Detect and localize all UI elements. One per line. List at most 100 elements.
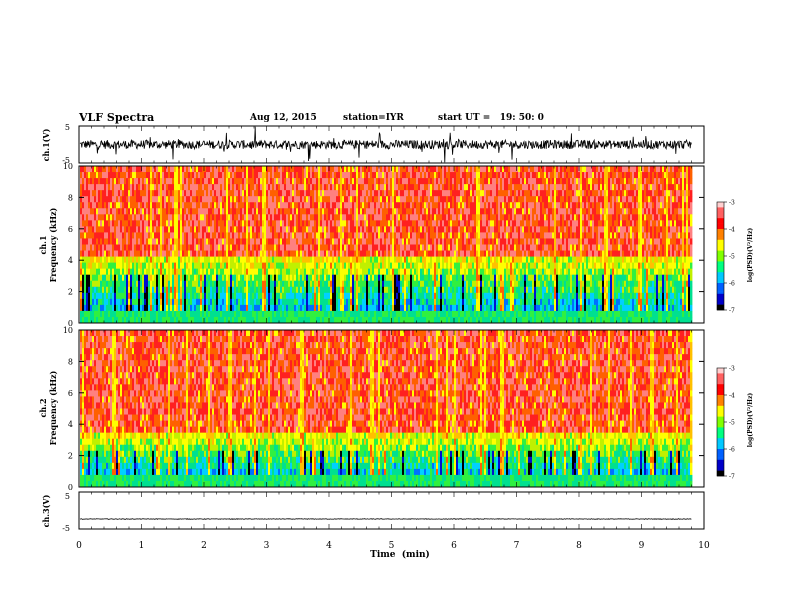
spectrogram-cell bbox=[134, 208, 137, 215]
spectrogram-cell bbox=[162, 190, 165, 197]
spectrogram-cell bbox=[118, 244, 121, 251]
spectrogram-cell bbox=[120, 316, 123, 324]
spectrogram-cell bbox=[112, 208, 115, 215]
spectrogram-cell bbox=[148, 238, 151, 245]
spectrogram-cell bbox=[124, 280, 127, 288]
spectrogram-cell bbox=[130, 286, 133, 294]
spectrogram-cell bbox=[118, 310, 121, 318]
spectrogram-column bbox=[102, 166, 105, 324]
spectrogram-cell bbox=[84, 214, 87, 221]
spectrogram-cell bbox=[156, 178, 159, 185]
spectrogram-cell bbox=[98, 214, 101, 221]
spectrogram-cell bbox=[148, 214, 151, 221]
spectrogram-cell bbox=[142, 190, 145, 197]
spectrogram-cell bbox=[80, 268, 83, 276]
spectrogram-cell bbox=[100, 280, 103, 288]
spectrogram-cell bbox=[148, 196, 151, 203]
spectrogram-cell bbox=[156, 268, 159, 276]
spectrogram-cell bbox=[132, 220, 135, 227]
spectrogram-cell bbox=[116, 214, 119, 221]
spectrogram-cell bbox=[86, 172, 89, 179]
spectrogram-cell bbox=[134, 214, 137, 221]
spectrogram-cell bbox=[160, 286, 163, 294]
spectrogram-cell bbox=[152, 178, 155, 185]
spectrogram-cell bbox=[142, 238, 145, 245]
spectrogram-cell bbox=[130, 250, 133, 257]
spectrogram-cell bbox=[114, 178, 117, 185]
spectrogram-cell bbox=[156, 274, 159, 282]
spectrogram-cell bbox=[88, 232, 91, 239]
spectrogram-cell bbox=[132, 172, 135, 179]
spectrogram-cell bbox=[92, 196, 95, 203]
spectrogram-cell bbox=[140, 304, 143, 312]
spectrogram-cell bbox=[158, 250, 161, 257]
spectrogram-cell bbox=[148, 220, 151, 227]
spectrogram-cell bbox=[106, 298, 109, 306]
spectrogram-cell bbox=[124, 232, 127, 239]
spectrogram-cell bbox=[128, 178, 131, 185]
spectrogram-cell bbox=[162, 178, 165, 185]
spectrogram-cell bbox=[156, 286, 159, 294]
spectrogram-cell bbox=[88, 262, 91, 270]
spectrogram-cell bbox=[102, 304, 105, 312]
spectrogram-cell bbox=[112, 316, 115, 324]
spectrogram-cell bbox=[116, 208, 119, 215]
spectrogram-cell bbox=[92, 250, 95, 257]
ch1-spectrogram-image bbox=[80, 166, 693, 324]
spectrogram-cell bbox=[100, 310, 103, 318]
spectrogram-cell bbox=[128, 202, 131, 209]
spectrogram-cell bbox=[100, 202, 103, 209]
spectrogram-column bbox=[142, 166, 145, 324]
spectrogram-cell bbox=[134, 232, 137, 239]
spectrogram-cell bbox=[130, 226, 133, 233]
spectrogram-cell bbox=[144, 184, 147, 191]
spectrogram-cell bbox=[152, 292, 155, 300]
spectrogram-cell bbox=[110, 202, 113, 209]
spectrogram-cell bbox=[108, 256, 111, 264]
spectrogram-cell bbox=[126, 316, 129, 324]
spectrogram-cell bbox=[136, 298, 139, 306]
spectrogram-cell bbox=[116, 274, 119, 282]
ch1-ylabel: ch.1(V) bbox=[41, 128, 51, 161]
spectrogram-cell bbox=[142, 226, 145, 233]
spectrogram-cell bbox=[150, 286, 153, 294]
spectrogram-column bbox=[92, 166, 95, 324]
spectrogram-cell bbox=[146, 202, 149, 209]
spectrogram-cell bbox=[142, 178, 145, 185]
spectrogram-cell bbox=[80, 208, 83, 215]
spectrogram-cell bbox=[102, 232, 105, 239]
spectrogram-cell bbox=[144, 244, 147, 251]
spectrogram-cell bbox=[112, 190, 115, 197]
spectrogram-cell bbox=[120, 244, 123, 251]
spectrogram-column bbox=[136, 166, 139, 324]
spectrogram-cell bbox=[88, 208, 91, 215]
spectrogram-cell bbox=[162, 226, 165, 233]
spectrogram-cell bbox=[108, 226, 111, 233]
spectrogram-cell bbox=[154, 238, 157, 245]
spectrogram-cell bbox=[130, 244, 133, 251]
spectrogram-cell bbox=[96, 238, 99, 245]
spectrogram-cell bbox=[100, 208, 103, 215]
spectrogram-cell bbox=[152, 298, 155, 306]
spectrogram-cell bbox=[150, 280, 153, 288]
spectrogram-cell bbox=[142, 196, 145, 203]
spectrogram-cell bbox=[152, 214, 155, 221]
spectrogram-cell bbox=[116, 250, 119, 257]
spectrogram-cell bbox=[112, 196, 115, 203]
spectrogram-cell bbox=[112, 286, 115, 294]
spectrogram-cell bbox=[88, 250, 91, 257]
spectrogram-cell bbox=[126, 220, 129, 227]
spectrogram-cell bbox=[84, 268, 87, 276]
spectrogram-cell bbox=[80, 244, 83, 251]
spectrogram-cell bbox=[92, 286, 95, 294]
spectrogram-cell bbox=[106, 304, 109, 312]
spectrogram-cell bbox=[98, 226, 101, 233]
spectrogram-cell bbox=[102, 202, 105, 209]
spectrogram-cell bbox=[94, 202, 97, 209]
spectrogram-cell bbox=[96, 244, 99, 251]
spectrogram-cell bbox=[162, 268, 165, 276]
spectrogram-cell bbox=[112, 256, 115, 264]
spectrogram-cell bbox=[104, 166, 107, 173]
spectrogram-cell bbox=[154, 304, 157, 312]
